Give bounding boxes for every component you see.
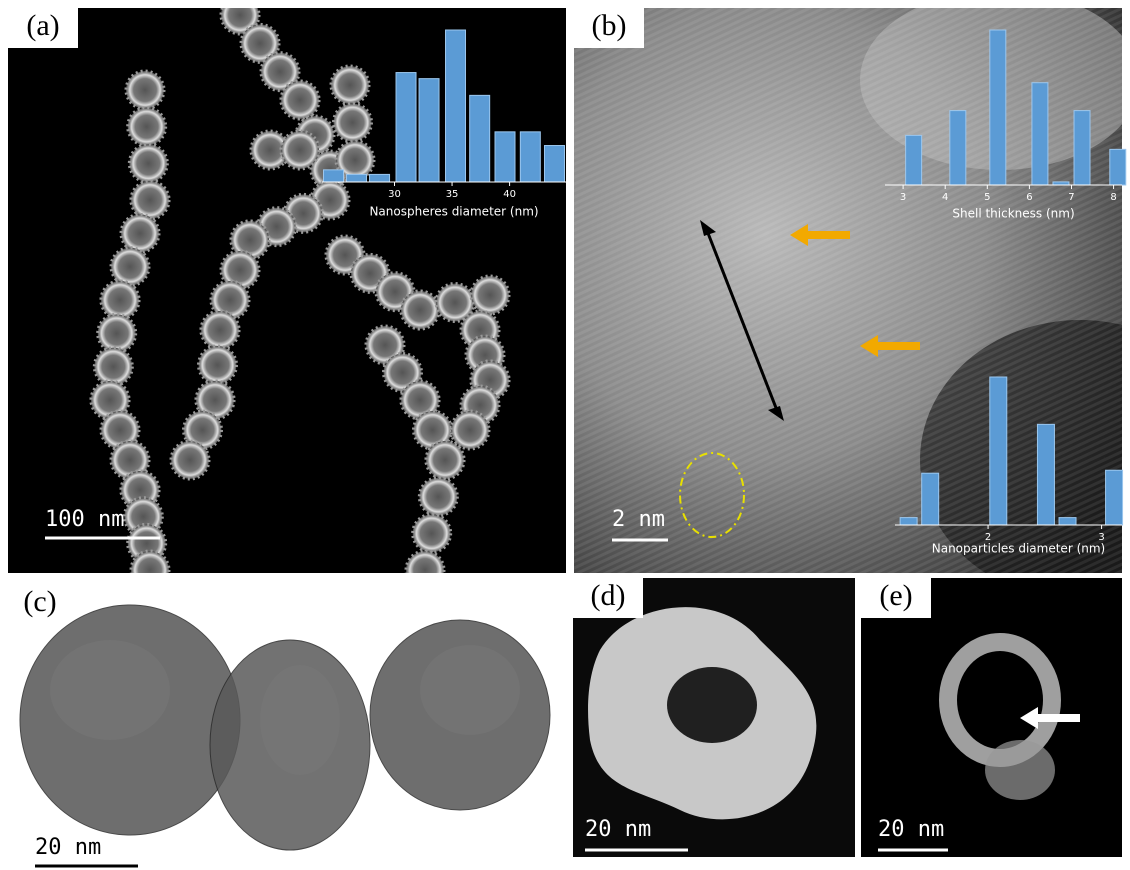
nanosphere: [401, 291, 439, 329]
image-c: [20, 605, 550, 850]
bar: [495, 132, 515, 182]
nanosphere: [331, 66, 369, 104]
x-tick-label: 3: [900, 192, 906, 203]
x-axis-label: Nanospheres diameter (nm): [369, 205, 538, 219]
image-e: [861, 578, 1122, 857]
bar: [544, 146, 564, 182]
x-tick-label: 35: [446, 189, 459, 200]
scale-bar-label: 2 nm: [612, 507, 665, 532]
scale-bar-label: 20 nm: [35, 835, 101, 860]
sphere-facet: [50, 640, 170, 740]
bar: [419, 79, 439, 182]
nanosphere: [129, 144, 167, 182]
nanosphere: [131, 551, 169, 589]
particle: [985, 740, 1055, 800]
bar: [1106, 470, 1123, 525]
bar: [370, 174, 390, 182]
scale-bar-label: 100 nm: [45, 507, 124, 532]
core-void: [667, 667, 757, 743]
figure: (a) 100 nm (b) 2 nm (c) 20 nm (d) 20 nm (e) 20 nm…: [0, 0, 1130, 870]
x-tick-label: 4: [942, 192, 948, 203]
scale-bar-label: 20 nm: [878, 817, 944, 842]
bar: [1032, 83, 1048, 185]
panel-label: (c): [23, 585, 56, 618]
nanosphere: [451, 411, 489, 449]
bar: [950, 111, 966, 185]
bar: [906, 135, 922, 185]
x-tick-label: 30: [388, 189, 401, 200]
x-axis-label: Shell thickness (nm): [952, 207, 1074, 221]
x-tick-label: 6: [1026, 192, 1032, 203]
bar: [446, 30, 466, 182]
bar: [520, 132, 540, 182]
bar: [1037, 424, 1054, 525]
nanosphere: [471, 276, 509, 314]
bar: [1110, 149, 1126, 185]
panel-label: (e): [879, 579, 912, 612]
bar: [1059, 518, 1076, 525]
nanosphere: [201, 311, 239, 349]
bar: [990, 30, 1006, 185]
nanosphere: [406, 551, 444, 589]
nanosphere: [413, 514, 451, 552]
nanosphere: [94, 348, 132, 386]
bar: [347, 174, 367, 182]
panel-label: (b): [592, 9, 627, 42]
nanosphere: [101, 281, 139, 319]
panel-label: (d): [591, 579, 626, 612]
nanosphere: [126, 71, 164, 109]
sphere-facet: [260, 665, 340, 775]
sphere-facet: [420, 645, 520, 735]
x-tick-label: 7: [1068, 192, 1074, 203]
bar: [470, 95, 490, 182]
bar: [922, 473, 939, 525]
nanosphere: [128, 108, 166, 146]
bar: [1074, 111, 1090, 185]
bar: [396, 73, 416, 182]
nanosphere: [281, 131, 319, 169]
x-tick-label: 40: [503, 189, 516, 200]
nanosphere: [98, 314, 136, 352]
x-axis-label: Nanoparticles diameter (nm): [932, 542, 1105, 556]
nanosphere: [419, 478, 457, 516]
nanosphere: [171, 441, 209, 479]
nanosphere: [334, 104, 372, 142]
nanosphere: [281, 81, 319, 119]
x-tick-label: 8: [1110, 192, 1116, 203]
bar: [900, 518, 917, 525]
panel-label: (a): [26, 9, 59, 42]
bar: [324, 170, 344, 182]
bar: [990, 377, 1007, 525]
nanosphere: [199, 346, 237, 384]
x-tick-label: 5: [984, 192, 990, 203]
scale-bar-label: 20 nm: [585, 817, 651, 842]
